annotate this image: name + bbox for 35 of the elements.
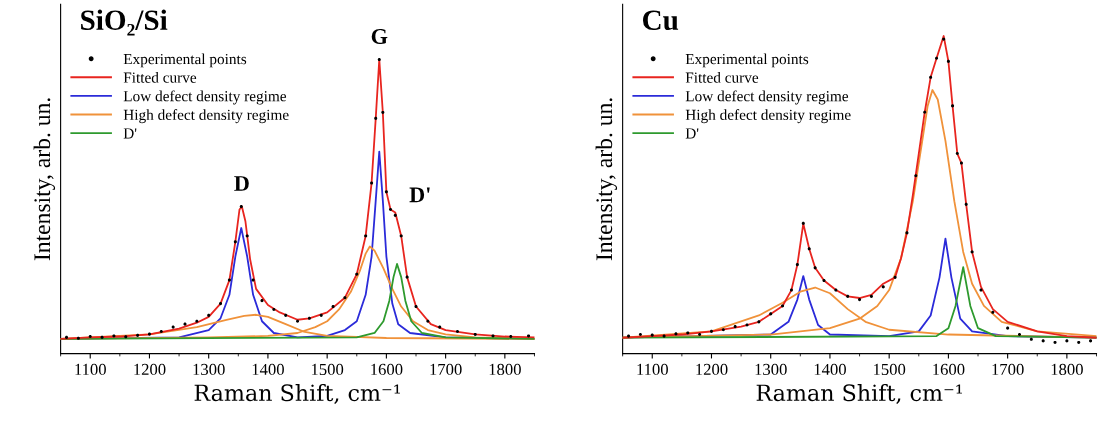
legend-label: Experimental points: [685, 53, 809, 68]
y-axis-title: Intensity, arb. un.: [595, 98, 618, 261]
legend-label: D': [685, 128, 699, 139]
x-tick-label: 1500: [873, 363, 906, 376]
x-tick-label: 1200: [134, 363, 166, 376]
x-tick-label: 1300: [755, 363, 787, 376]
x-tick-label: 1700: [430, 363, 462, 376]
x-tick-label: 1300: [193, 363, 225, 376]
legend-label: High defect density regime: [685, 109, 851, 124]
x-axis-title: Raman Shift, cm⁻¹: [756, 383, 962, 404]
x-tick-label: 1400: [814, 363, 846, 376]
legend-label: Experimental points: [123, 53, 247, 68]
x-tick-label: 1500: [311, 363, 344, 376]
annotation: D': [409, 187, 430, 203]
x-tick-label: 1400: [252, 363, 284, 376]
chart-title: SiO₂/Si: [81, 9, 168, 36]
x-tick-label: 1200: [696, 363, 728, 376]
legend-label: Low defect density regime: [685, 90, 849, 105]
x-tick-label: 1700: [992, 363, 1024, 376]
legend-label: Fitted curve: [685, 72, 759, 83]
legend-label: D': [123, 128, 137, 139]
x-tick-label: 1600: [933, 363, 965, 376]
x-axis-title: Raman Shift, cm⁻¹: [194, 383, 400, 404]
y-axis-title: Intensity, arb. un.: [33, 98, 56, 261]
x-tick-label: 1100: [75, 363, 106, 376]
x-tick-label: 1800: [1051, 363, 1083, 376]
legend-label: Fitted curve: [123, 72, 197, 83]
annotation: G: [371, 28, 388, 44]
chart-title: Cu: [643, 10, 679, 31]
x-tick-label: 1100: [637, 363, 668, 376]
annotation: D: [234, 176, 249, 191]
x-tick-label: 1800: [489, 363, 521, 376]
legend-label: High defect density regime: [123, 109, 289, 124]
legend-label: Low defect density regime: [123, 90, 287, 105]
x-tick-label: 1600: [371, 363, 403, 376]
